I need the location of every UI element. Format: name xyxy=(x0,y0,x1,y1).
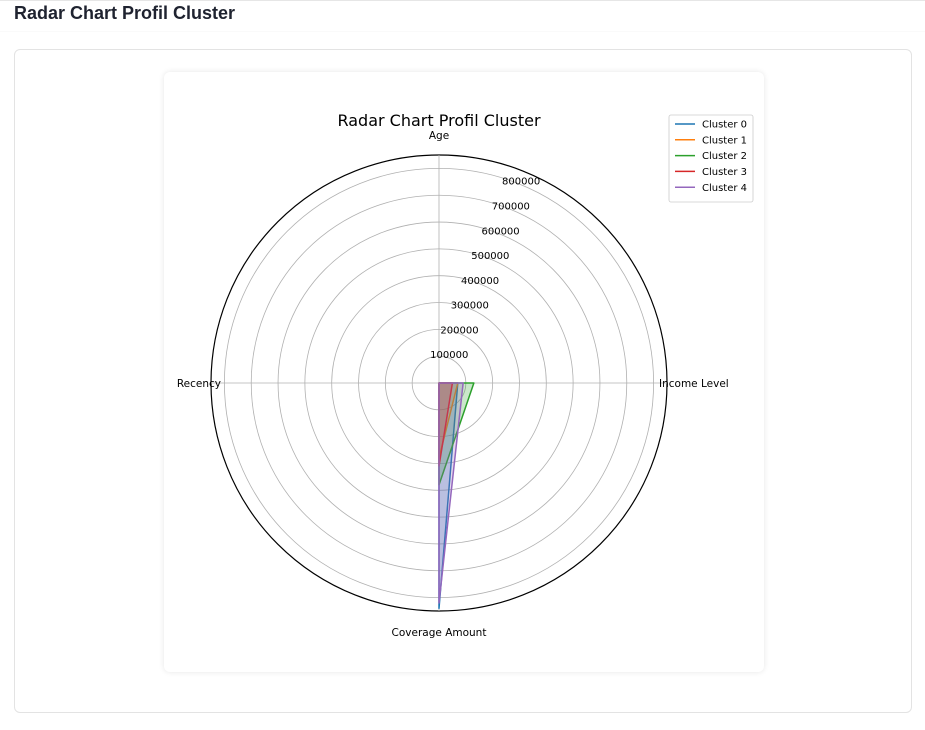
page-title: Radar Chart Profil Cluster xyxy=(14,3,236,23)
radar-series xyxy=(438,382,475,610)
radial-tick-label-4: 500000 xyxy=(471,251,509,262)
radial-tick-label-3: 400000 xyxy=(461,276,499,287)
radial-tick-label-1: 200000 xyxy=(440,325,478,336)
radar-labels: Age Income Level Coverage Amount Recency 100… xyxy=(177,130,729,639)
radar-chart: Age Income Level Coverage Amount Recency 100… xyxy=(177,111,754,639)
chart-figure: Age Income Level Coverage Amount Recency 100… xyxy=(164,72,764,672)
axis-label-recency: Recency xyxy=(177,378,221,390)
legend-label-3: Cluster 3 xyxy=(702,167,747,178)
chart-title: Radar Chart Profil Cluster xyxy=(337,111,540,130)
axis-label-age: Age xyxy=(429,130,449,142)
axis-label-income-level: Income Level xyxy=(659,378,729,390)
radial-tick-label-5: 600000 xyxy=(481,226,519,237)
legend-label-4: Cluster 4 xyxy=(702,183,747,194)
legend-label-2: Cluster 2 xyxy=(702,151,747,162)
axis-label-coverage-amount: Coverage Amount xyxy=(392,627,487,639)
legend-label-1: Cluster 1 xyxy=(702,135,747,146)
series-line-4 xyxy=(438,382,464,604)
legend-box xyxy=(668,114,754,203)
radial-tick-label-2: 300000 xyxy=(451,301,489,312)
page-header: Radar Chart Profil Cluster xyxy=(0,0,925,31)
radial-tick-label-6: 700000 xyxy=(492,202,530,213)
chart-legend: Cluster 0 Cluster 1 Cluster 2 Cluster 3 Clus… xyxy=(668,114,754,203)
radial-tick-label-7: 800000 xyxy=(502,177,540,188)
legend-label-0: Cluster 0 xyxy=(702,120,747,131)
radial-tick-label-0: 100000 xyxy=(430,350,468,361)
